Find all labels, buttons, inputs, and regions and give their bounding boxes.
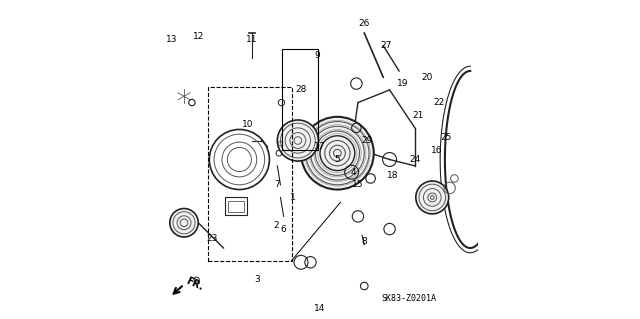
Text: 5: 5 (335, 155, 340, 164)
Text: 8: 8 (362, 237, 367, 246)
Text: 27: 27 (381, 41, 392, 50)
Text: 10: 10 (241, 120, 253, 129)
Text: 19: 19 (396, 79, 408, 88)
Text: 25: 25 (441, 133, 452, 142)
Circle shape (301, 117, 374, 189)
Bar (208, 87, 292, 261)
Text: 2: 2 (273, 221, 278, 230)
Text: 3: 3 (254, 275, 260, 284)
Text: 24: 24 (409, 155, 420, 164)
Text: 6: 6 (281, 225, 287, 234)
Text: 29: 29 (362, 136, 373, 145)
Text: 11: 11 (246, 35, 258, 44)
Text: SK83-Z0201A: SK83-Z0201A (381, 294, 436, 303)
Text: 14: 14 (314, 304, 326, 313)
Text: 13: 13 (166, 35, 177, 44)
Text: 18: 18 (387, 171, 399, 180)
Text: 20: 20 (422, 73, 433, 82)
Bar (282, 49, 319, 150)
Text: 22: 22 (433, 98, 444, 107)
Text: 9: 9 (314, 51, 320, 60)
Text: 16: 16 (431, 145, 443, 154)
Text: 12: 12 (193, 32, 204, 41)
Circle shape (277, 120, 319, 161)
Text: FR.: FR. (184, 276, 205, 293)
Circle shape (416, 181, 449, 214)
Text: 4: 4 (350, 168, 356, 177)
Text: 21: 21 (412, 111, 424, 120)
Text: 1: 1 (291, 193, 296, 202)
Text: 15: 15 (352, 180, 364, 189)
Text: 23: 23 (207, 234, 218, 243)
Text: 7: 7 (275, 180, 280, 189)
Text: 28: 28 (295, 85, 307, 94)
Text: 26: 26 (358, 19, 370, 28)
Text: 17: 17 (314, 142, 326, 151)
Circle shape (170, 209, 198, 237)
